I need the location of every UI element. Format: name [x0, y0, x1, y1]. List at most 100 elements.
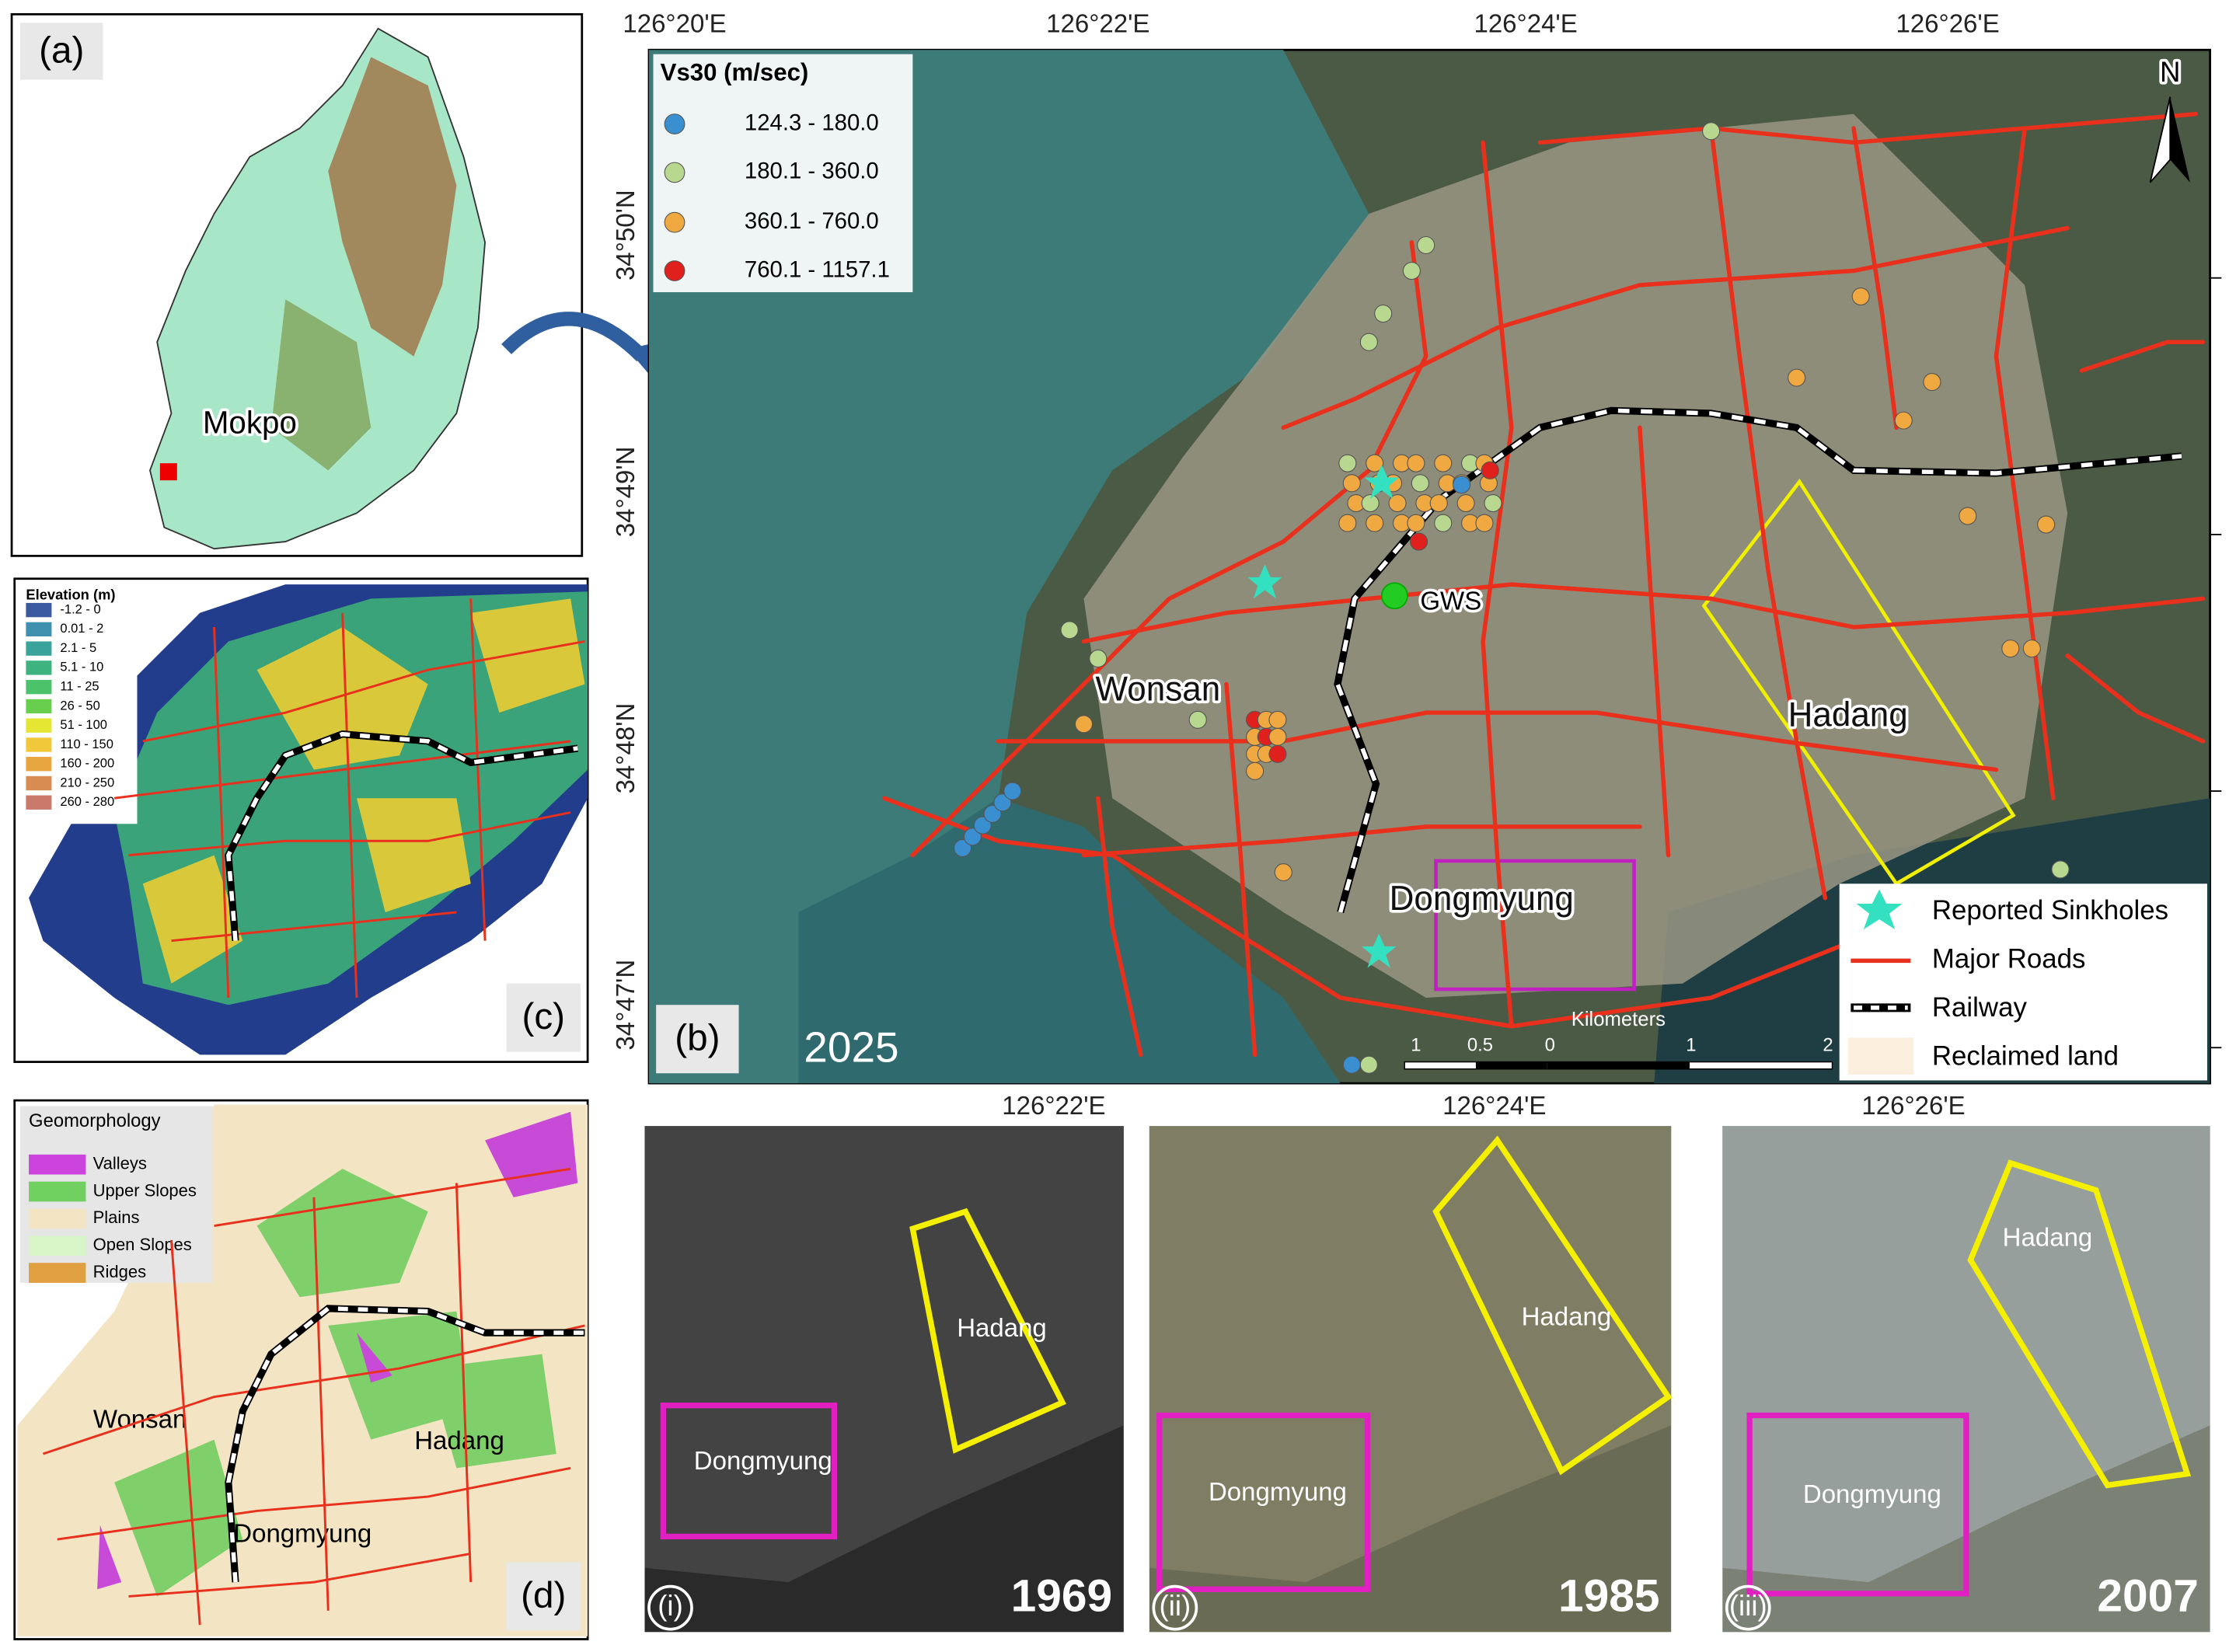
place-label: Hadang [957, 1313, 1047, 1342]
latitude-label: 34°50'N [611, 190, 640, 281]
legend-item: Railway [1932, 992, 2028, 1023]
mountain-range [328, 57, 457, 357]
longitude-label: 126°22'E [1046, 9, 1149, 38]
scale-label: 1 [1411, 1035, 1421, 1056]
vs30-point [1894, 411, 1913, 430]
dongmyung-outline [1746, 1412, 1969, 1597]
place-label: Dongmyung [694, 1446, 832, 1475]
legend-marker [664, 260, 685, 281]
legend-swatch [26, 679, 52, 695]
vs30-point [1409, 532, 1428, 551]
label-badge [1725, 1584, 1771, 1631]
vs30-point [1434, 454, 1453, 472]
vs30-point [963, 828, 982, 846]
legend-item: 11 - 25 [60, 680, 99, 694]
legend-swatch [29, 1154, 86, 1175]
legend-swatch [26, 757, 52, 772]
scale-label: 0.5 [1467, 1035, 1493, 1056]
legend-swatch [26, 718, 52, 733]
vs30-point [1923, 373, 1941, 392]
latitude-label: 34°49'N [611, 446, 640, 537]
legend-item: Plains [93, 1208, 140, 1227]
legend-item: Reported Sinkholes [1932, 895, 2168, 925]
vs30-point [1342, 474, 1361, 493]
longitude-label: 126°26'E [1896, 9, 1999, 38]
vs30-point [1407, 454, 1425, 472]
legend-item: 124.3 - 180.0 [745, 110, 879, 135]
legend-item: 360.1 - 760.0 [745, 208, 879, 234]
panel-label: (a) [39, 30, 84, 71]
vs30-point [1359, 333, 1378, 351]
longitude-label: 126°22'E [1002, 1091, 1105, 1120]
hills [142, 598, 585, 984]
hadang-outline [1432, 1135, 1673, 1476]
vs30-point [1003, 782, 1022, 800]
vs30-point [2022, 640, 2041, 658]
vs30-point [2001, 640, 2020, 658]
valleys [97, 1111, 578, 1590]
legend-swatch [26, 622, 52, 637]
legend-marker [664, 162, 685, 183]
year-label: 1969 [1011, 1571, 1113, 1622]
road [213, 627, 230, 999]
year-label: 2007 [2097, 1571, 2199, 1622]
legend-box [653, 54, 913, 293]
sinkhole-symbol [1856, 889, 1903, 929]
road [910, 240, 1428, 858]
place-label: GWS [1420, 587, 1481, 615]
vs30-point [993, 793, 1012, 812]
legend-item: Major Roads [1932, 944, 2086, 974]
road [57, 1466, 571, 1541]
vs30-points [954, 122, 2070, 1074]
road [312, 1197, 330, 1611]
legend-item: 110 - 150 [60, 737, 113, 751]
year-label: 2025 [804, 1023, 898, 1071]
sinkhole-star [1364, 464, 1399, 500]
panel-d: Geomorphology Valleys Upper Slopes Plains O… [13, 1099, 589, 1640]
legend-item: 180.1 - 360.0 [745, 159, 879, 184]
vs30-point [2037, 515, 2056, 534]
road [1851, 126, 1899, 430]
legend-item: 51 - 100 [60, 718, 107, 732]
panel-label: (c) [522, 996, 565, 1037]
road [1537, 111, 2199, 145]
road [1081, 582, 2206, 644]
vs30-point [1268, 744, 1287, 763]
legend-title: Vs30 (m/sec) [661, 59, 809, 86]
place-label: Mokpo [203, 404, 297, 440]
vs30-point [1342, 1055, 1361, 1074]
legend-swatch [26, 795, 52, 810]
vs30-point [1411, 474, 1429, 493]
road [42, 1324, 585, 1455]
elevation-legend: -1.2 - 0 0.01 - 2 2.1 - 5 5.1 - 10 11 - 25 26… [26, 602, 114, 810]
label-box [656, 1005, 739, 1074]
vs30-point [1788, 368, 1806, 387]
place-label: Dongmyung [1803, 1479, 1941, 1508]
dongmyung-outline [660, 1402, 838, 1540]
sea [798, 798, 1341, 1084]
vs30-point [1338, 454, 1357, 472]
legend-marker [664, 211, 685, 233]
vs30-point [983, 804, 1002, 823]
label-badge [647, 1584, 693, 1631]
legend-title: Elevation (m) [26, 587, 115, 603]
place-label: Hadang [1522, 1302, 1612, 1330]
dongmyung-outline [1434, 859, 1636, 992]
scale-label: 1 [1686, 1035, 1696, 1056]
road [1638, 425, 1671, 858]
vs30-point [1268, 727, 1287, 746]
panel-label: (d) [521, 1575, 566, 1616]
road [214, 1167, 571, 1227]
road [170, 1239, 201, 1626]
map-legend: Reported Sinkholes Major Roads Railway Recl… [1932, 895, 2168, 1071]
legend-item: Reclaimed land [1932, 1040, 2119, 1071]
road [1994, 126, 2056, 800]
legend-marker [664, 113, 685, 134]
vs30-point [1429, 493, 1448, 513]
place-label: Hadang [414, 1426, 504, 1455]
land [1722, 1126, 2210, 1583]
historical-insets: Hadang Dongmyung (i) 1969 Hadang Dongmyung (ii… [644, 1126, 2210, 1633]
road [881, 796, 1856, 1029]
sea [649, 50, 1369, 1084]
